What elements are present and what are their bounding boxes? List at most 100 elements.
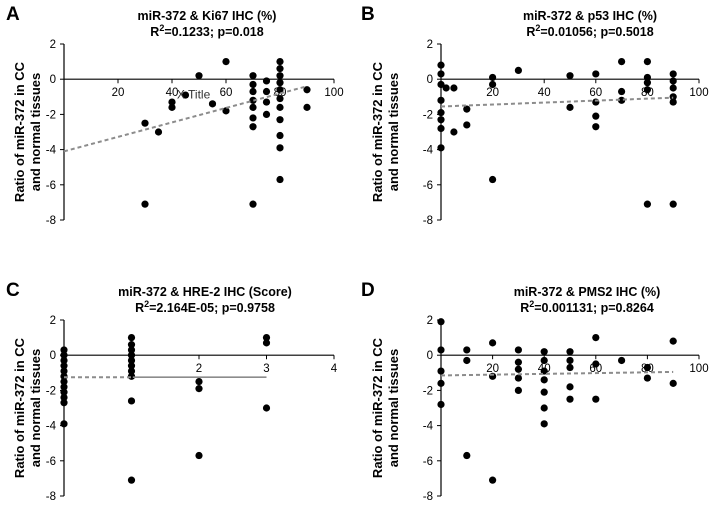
data-point [566,103,574,111]
y-tick-label: 2 [50,315,56,327]
data-point [566,383,574,391]
data-point [60,356,68,365]
x-tick-label: 100 [689,363,708,375]
data-point [540,420,548,428]
data-point [463,346,471,354]
data-point [127,362,136,370]
data-point [141,200,149,208]
panel-label: D [361,280,375,301]
x-tick-label: 4 [331,363,338,375]
chart-stats: R2=0.1233; p=0.018 [150,23,263,39]
chart-title: miR-372 & Ki67 IHC (%) [138,9,277,23]
data-point [514,365,523,373]
y-axis-label: Ratio of miR-372 in CCand normal tissues [12,337,43,478]
data-point [168,98,176,106]
y-tick-label: -2 [423,109,433,121]
data-point [463,451,471,460]
data-point [514,358,523,366]
data-point [60,362,68,370]
data-point [437,96,445,104]
data-point [181,91,190,99]
data-point [437,346,445,354]
data-point [618,356,626,365]
x-tick-label: 3 [263,363,269,375]
y-tick-label: -6 [423,456,433,468]
chart-stats: R2=0.01056; p=0.5018 [526,23,653,39]
data-point [566,72,574,80]
data-point [463,105,471,113]
trend-line [440,96,674,108]
data-point [463,121,471,129]
y-tick-label: -8 [46,215,56,227]
data-point [60,383,68,391]
data-point [643,58,652,66]
data-point [489,80,497,89]
data-point [669,84,677,92]
y-tick-label: -2 [423,385,433,397]
data-point [643,363,652,372]
data-point [303,86,311,94]
data-point [592,334,600,342]
x-tick-label: 60 [220,87,233,99]
data-point [489,476,497,484]
data-point [450,84,458,92]
data-point [249,114,257,122]
data-point [154,128,163,136]
data-point [450,128,458,136]
data-point [249,103,257,111]
data-point [437,318,445,326]
data-point [540,367,548,375]
y-tick-label: -6 [423,180,433,192]
data-point [437,80,445,89]
data-point [60,346,68,354]
data-point [127,367,136,375]
x-tick-label: 40 [538,87,551,99]
data-point [195,72,203,80]
data-point [249,87,257,96]
y-tick-label: 0 [50,350,56,362]
data-point [463,356,471,365]
data-point [592,112,600,120]
data-point [276,103,284,111]
chart-title: miR-372 & HRE-2 IHC (Score) [118,285,292,299]
data-point [643,79,652,87]
data-point [60,420,68,428]
data-point [669,379,677,387]
data-point [669,70,677,78]
y-tick-label: 0 [427,350,433,362]
data-point [437,367,445,375]
data-point [60,378,68,386]
y-tick-label: -8 [46,491,56,503]
data-point [276,116,284,124]
data-point [540,356,548,365]
y-tick-label: -6 [46,180,56,192]
data-point [669,337,677,345]
data-point [618,96,626,104]
data-point [442,84,450,92]
data-point [127,351,136,359]
data-point [489,175,497,184]
data-point [262,404,271,412]
x-tick-label: 100 [689,87,708,99]
chart-title: miR-372 & p53 IHC (%) [523,9,657,23]
data-point [276,144,284,152]
data-point [592,70,600,78]
x-tick-label: 100 [324,87,343,99]
data-point [276,79,284,87]
x-tick-label: 60 [589,363,602,375]
data-point [669,93,677,101]
data-point [618,87,626,96]
data-point [540,404,548,412]
data-point [262,339,271,347]
y-axis-label: Ratio of miR-372 in CCand normal tissues [370,337,401,478]
data-point [249,123,257,131]
data-point [643,200,652,208]
data-point [262,98,271,106]
data-point [489,73,497,82]
data-point [566,356,574,365]
y-tick-label: -4 [46,145,57,157]
data-point [437,144,445,152]
